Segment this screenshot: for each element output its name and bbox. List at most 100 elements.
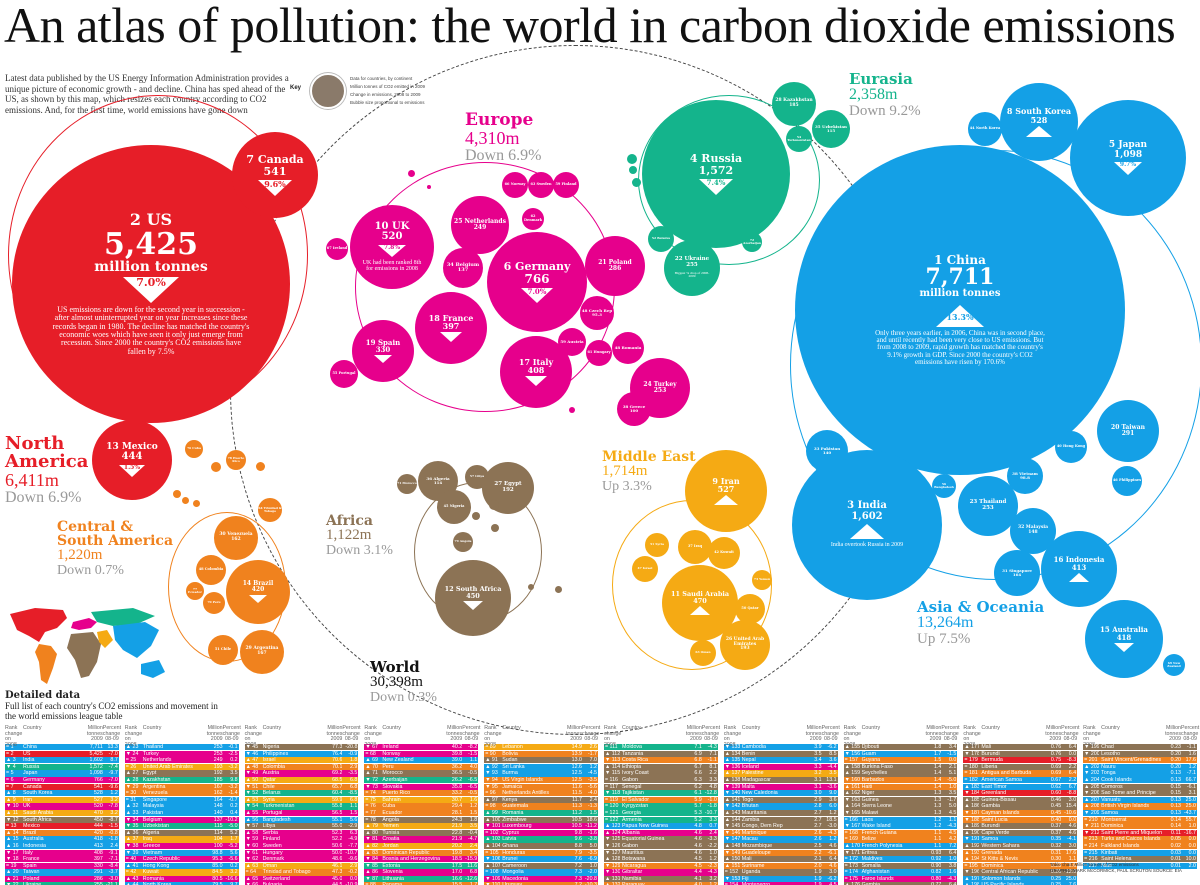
bubble-romania[interactable]: 48 Romania xyxy=(612,332,644,364)
table-header: Rank change on 2008 Country Million tonnes… xyxy=(5,725,122,748)
bubble-japan[interactable]: 5 Japan 1,098 9.7% xyxy=(1070,100,1186,216)
bubble-czech[interactable]: 48 Czech Rep 95.3 xyxy=(580,296,614,330)
table-row: = 6 Germany 766 -7.0 xyxy=(5,776,119,784)
table-row: ▲ 204 Cook Islands 0.13 66.7 xyxy=(1083,776,1197,784)
table-row: ▼ 81 Croatia 21.9 -4.7 xyxy=(364,836,479,843)
bubble-australia[interactable]: 15 Australia 418 xyxy=(1085,600,1163,678)
bubble-israel[interactable]: 47 Israel xyxy=(632,556,658,582)
bubble-argentina[interactable]: 29 Argentina 167 xyxy=(240,630,284,674)
bubble-puerto-rico[interactable]: 78 Puerto Rico xyxy=(226,450,246,470)
bubble-norway[interactable]: 66 Norway xyxy=(502,172,528,198)
table-row: ▲ 8 South Korea 528 1.2 xyxy=(5,790,119,797)
table-row: ▲ 27 Egypt 192 3.5 xyxy=(124,770,239,777)
bubble-portugal[interactable]: 55 Portugal xyxy=(330,360,358,388)
bubble-germany[interactable]: 6 Germany 766 7.0% xyxy=(487,232,587,332)
bubble-venezuela[interactable]: 30 Venezuela 162 xyxy=(214,516,258,560)
table-row: ▲ 100 Zimbabwe 10.5 18.6 xyxy=(484,816,598,823)
bubble-ukraine[interactable]: 22 Ukraine 255 Biggest % drop of 2008-20… xyxy=(664,240,720,296)
bubble-new-zealand[interactable]: 69 New Zealand xyxy=(1163,654,1185,676)
table-row: ▲ 148 Mozambique 2.5 4.6 xyxy=(723,842,838,850)
bubble-turkmenistan[interactable]: 54 Turkmenistan xyxy=(786,126,812,152)
bubble-iraq[interactable]: 37 Iraq xyxy=(678,530,712,564)
table-header: Rank change on 2008 Country Million tonnes… xyxy=(963,725,1080,748)
bubble-austria[interactable]: 59 Austria xyxy=(558,328,586,356)
table-row: ▼ 167 Wake Island 1.2 -4.3 xyxy=(843,823,958,830)
bubble-uk[interactable]: 10 UK 520 7.8% UK had been ranked 8th fo… xyxy=(350,205,434,289)
bubble-azerbaijan[interactable]: 72 Azerbaijan xyxy=(742,232,762,252)
table-row: ▲ 14 Brazil 420 -0.8 xyxy=(5,829,119,837)
down-triangle-icon: 7.4% xyxy=(699,178,733,195)
table-row: ▲ 80 Tunisia 22.8 -0.4 xyxy=(364,829,479,837)
table-row: = 2 US 5,425 -7.0 xyxy=(5,750,119,757)
table-row: ▲ 141 Togo 2.9 3.6 xyxy=(723,796,838,804)
bubble-colombia[interactable]: 48 Colombia xyxy=(196,555,226,585)
bubble-malaysia[interactable]: 32 Malaysia 148 xyxy=(1010,508,1056,554)
bubble-yemen[interactable]: 73 Yemen xyxy=(752,570,772,590)
bubble-hungary[interactable]: 61 Hungary xyxy=(586,340,612,366)
bubble-pakistan[interactable]: 33 Pakistan 140 xyxy=(806,430,848,472)
bubble-india[interactable]: 3 India 1,602 India overtook Russia in 2… xyxy=(792,450,942,600)
bubble-nigeria[interactable]: 45 Nigeria xyxy=(437,490,471,524)
table-row: = 7 Canada 541 -9.6 xyxy=(5,783,119,790)
bubble-iran[interactable]: 9 Iran 527 xyxy=(685,450,767,532)
label-africa: Africa 1,122m Down 3.1% xyxy=(326,513,393,558)
down-triangle-icon: 7.0% xyxy=(521,287,553,303)
bubble-thailand[interactable]: 23 Thailand 253 xyxy=(958,476,1018,536)
bubble-uae[interactable]: 26 United Arab Emirates 193 xyxy=(720,620,770,670)
bubble-south-korea[interactable]: 8 South Korea 528 xyxy=(1000,83,1078,161)
bubble-singapore[interactable]: 31 Singapore 164 xyxy=(994,550,1040,596)
table-row: ▲ 63 Oman 46.1 2.9 xyxy=(244,862,359,869)
bubble-vietnam[interactable]: 38 Vietnam 98.8 xyxy=(1007,458,1043,494)
bubble-angola[interactable]: 79 Angola xyxy=(453,532,473,552)
table-row: ▲ 164 Sierra Leone 1.3 5.0 xyxy=(843,803,958,810)
bubble-uzbekistan[interactable]: 35 Uzbekistan 115 xyxy=(812,110,850,148)
bubble-syria[interactable]: 51 Syria xyxy=(645,533,669,557)
bubble-france[interactable]: 18 France 397 xyxy=(415,292,487,364)
bubble-kazakhstan[interactable]: 28 Kazakhstan 185 xyxy=(772,82,816,126)
bubble-oman[interactable]: 63 Oman xyxy=(690,640,716,666)
bubble-canada[interactable]: 7 Canada 541 9.6% xyxy=(232,132,318,218)
bubble-bangladesh[interactable]: 56 Bangladesh xyxy=(932,474,956,498)
table-row: ▲ 36 Algeria 114 5.2 xyxy=(124,829,239,837)
table-row: ▼ 188 Saint Lucia 0.40 0.0 xyxy=(963,816,1078,823)
bubble-peru[interactable]: 70 Peru xyxy=(203,592,225,614)
table-row: = 174 Afghanistan 0.82 1.6 xyxy=(843,869,958,876)
bubble-cuba[interactable]: 76 Cuba xyxy=(185,440,203,458)
bubble-morocco[interactable]: 71 Morocco xyxy=(397,474,417,494)
table-row: ▲ 82 Jordan 20.2 2.4 xyxy=(364,842,479,850)
table-row: = 215 Kiribati 0.03 0.0 xyxy=(1083,849,1197,856)
bubble-taiwan[interactable]: 20 Taiwan 291 xyxy=(1097,400,1159,462)
bubble-china[interactable]: 1 China 7,711 million tonnes 13.3% Only … xyxy=(795,145,1125,475)
table-row: ▲ 192 Western Sahara 0.32 3.0 xyxy=(963,842,1078,850)
table-row: = 105 Honduras 7.9 -3.5 xyxy=(484,849,598,856)
bubble-hong-kong[interactable]: 40 Hong Kong xyxy=(1055,431,1087,463)
bubble-kuwait[interactable]: 42 Kuwait xyxy=(708,537,740,569)
bubble-greece[interactable]: 38 Greece 100 xyxy=(617,392,651,426)
table-row: ▲ 128 Botswana 4.5 1.2 xyxy=(603,856,718,863)
bubble-belgium[interactable]: 34 Belgium 137 xyxy=(443,248,483,288)
bubble-poland[interactable]: 21 Poland 286 xyxy=(585,236,645,296)
table-row: ▲ 86 Slovenia 17.0 6.8 xyxy=(364,869,479,876)
bubble-south-africa[interactable]: 12 South Africa 450 xyxy=(435,560,511,636)
bubble-qatar[interactable]: 50 Qatar xyxy=(735,594,765,624)
bubble-libya[interactable]: 57 Libya xyxy=(465,465,489,489)
bubble-russia[interactable]: 4 Russia 1,572 7.4% xyxy=(642,100,790,248)
bubble-chile[interactable]: 51 Chile xyxy=(208,635,238,665)
table-row: = 120 Kyrgyzstan 5.7 -1.8 xyxy=(603,803,718,810)
bubble-philippines[interactable]: 46 Philippines xyxy=(1112,466,1142,496)
bubble-ireland[interactable]: 67 Ireland xyxy=(326,238,348,260)
bubble-trinidad[interactable]: 64 Trinidad & Tobago xyxy=(258,498,282,522)
bubble-finland[interactable]: 59 Finland xyxy=(553,172,579,198)
bubble-indonesia[interactable]: 16 Indonesia 413 xyxy=(1041,531,1117,607)
bubble-sweden[interactable]: 63 Sweden xyxy=(528,172,554,198)
bubble-spain[interactable]: 19 Spain 330 xyxy=(352,320,414,382)
bubble-north-korea[interactable]: 44 North Korea xyxy=(968,112,1002,146)
bubble-mexico[interactable]: 13 Mexico 444 1.5% xyxy=(92,420,172,500)
table-row: ▼ 126 Gabon 4.6 -2.2 xyxy=(603,842,718,850)
bubble-us[interactable]: 2 US 5,425 million tonnes 7.0% US emissi… xyxy=(12,145,290,423)
bubble-ecuador[interactable]: 77 Ecuador xyxy=(186,582,204,600)
bubble-brazil[interactable]: 14 Brazil 420 xyxy=(226,560,290,624)
bubble-belarus[interactable]: 52 Belarus xyxy=(648,226,674,252)
bubble-denmark[interactable]: 62 Denmark xyxy=(522,208,544,230)
bubble-netherlands[interactable]: 25 Netherlands 249 xyxy=(451,196,509,254)
